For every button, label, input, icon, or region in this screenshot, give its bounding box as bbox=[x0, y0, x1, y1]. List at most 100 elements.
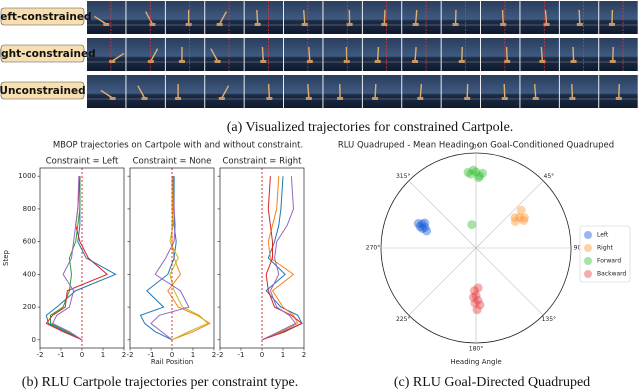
pole bbox=[374, 83, 377, 99]
x-tick-label: -2 bbox=[127, 351, 134, 359]
angle-label: 315° bbox=[396, 173, 410, 180]
angle-grid-line bbox=[475, 247, 544, 316]
frame bbox=[165, 38, 205, 71]
legend-label: Right bbox=[597, 245, 613, 252]
polar-title: RLU Quadruped - Mean Heading on Goal-Con… bbox=[338, 141, 614, 151]
heading-point bbox=[471, 167, 481, 177]
y-tick-label: 200 bbox=[23, 303, 36, 311]
frame bbox=[244, 1, 284, 34]
caption-c: (c) RLU Goal-Directed Quadruped bbox=[394, 375, 590, 389]
frame bbox=[402, 38, 441, 71]
x-tick-label: 0 bbox=[260, 351, 264, 359]
cart bbox=[266, 97, 273, 100]
angle-label: 90° bbox=[574, 245, 585, 252]
heading-point bbox=[515, 212, 525, 222]
legend-label: Backward bbox=[597, 271, 627, 278]
x-tick-label: -1 bbox=[58, 351, 65, 359]
frame bbox=[520, 75, 559, 108]
frame bbox=[559, 75, 599, 108]
heading-point bbox=[422, 226, 432, 236]
cart bbox=[337, 97, 344, 100]
frame bbox=[323, 1, 362, 34]
angle-label: 180° bbox=[469, 346, 483, 353]
heading-point bbox=[472, 305, 482, 315]
pole bbox=[145, 11, 154, 25]
trajectory bbox=[45, 176, 117, 341]
angle-label: 45° bbox=[544, 173, 555, 180]
cart bbox=[372, 97, 379, 100]
trajectory bbox=[51, 176, 83, 341]
heading-point bbox=[470, 298, 480, 308]
heading-point bbox=[468, 165, 478, 175]
frame bbox=[362, 1, 402, 34]
pole bbox=[307, 83, 310, 99]
frame bbox=[520, 38, 559, 71]
frame bbox=[126, 38, 165, 71]
frame bbox=[284, 38, 323, 71]
angle-grid-line bbox=[408, 180, 477, 249]
pole bbox=[376, 46, 380, 62]
cart bbox=[412, 23, 419, 26]
legend-box bbox=[579, 225, 631, 283]
cart bbox=[260, 60, 267, 63]
frame bbox=[323, 38, 362, 71]
x-axis-label: Rail Position bbox=[151, 358, 193, 366]
cart bbox=[175, 97, 182, 100]
frame bbox=[244, 75, 284, 108]
heading-point bbox=[471, 291, 481, 300]
heading-point bbox=[519, 215, 529, 225]
heading-point bbox=[478, 168, 488, 178]
frame bbox=[362, 75, 402, 108]
angle-label: 225° bbox=[396, 316, 410, 323]
x-tick-label: -1 bbox=[148, 351, 155, 359]
trajectory bbox=[45, 176, 109, 341]
x-tick-label: -2 bbox=[37, 351, 44, 359]
cart bbox=[147, 60, 154, 63]
heading-point bbox=[470, 286, 480, 296]
pole bbox=[533, 83, 537, 99]
y-tick-label: 600 bbox=[23, 238, 36, 246]
frame bbox=[441, 75, 481, 108]
x-tick-label: 2 bbox=[212, 351, 216, 359]
frame bbox=[481, 38, 520, 71]
cart bbox=[185, 23, 192, 26]
heading-point bbox=[413, 219, 423, 229]
y-tick-label: 400 bbox=[23, 270, 36, 278]
pole bbox=[308, 46, 311, 62]
pole bbox=[210, 48, 219, 62]
x-tick-label: 2 bbox=[122, 351, 126, 359]
frame bbox=[284, 1, 323, 34]
subplot-title: Constraint = Left bbox=[46, 157, 119, 167]
angle-grid-line bbox=[475, 180, 544, 249]
pole bbox=[572, 46, 575, 62]
cart bbox=[305, 97, 312, 100]
frame bbox=[520, 1, 559, 34]
legend-swatch bbox=[584, 231, 592, 239]
row-label: Unconstrained bbox=[0, 85, 86, 97]
row-label-box bbox=[0, 81, 85, 100]
frame bbox=[362, 38, 402, 71]
row-label-box bbox=[0, 7, 85, 26]
heading-point bbox=[466, 169, 476, 179]
frame bbox=[126, 75, 165, 108]
angle-grid-line bbox=[408, 247, 477, 316]
cart bbox=[103, 23, 110, 26]
cart bbox=[570, 60, 577, 63]
cart bbox=[532, 97, 539, 100]
cart bbox=[412, 60, 419, 63]
trajectory bbox=[261, 176, 297, 341]
legend-swatch bbox=[584, 270, 592, 278]
frame bbox=[284, 75, 323, 108]
frame bbox=[481, 1, 520, 34]
frame bbox=[599, 38, 638, 71]
heading-point bbox=[473, 295, 483, 305]
frame bbox=[441, 38, 481, 71]
pole bbox=[137, 85, 146, 99]
cart bbox=[109, 60, 116, 63]
angle-label: 135° bbox=[542, 316, 556, 323]
frame bbox=[87, 1, 126, 34]
cart bbox=[218, 97, 225, 100]
y-tick-label: 1000 bbox=[18, 172, 36, 180]
frame bbox=[599, 1, 638, 34]
